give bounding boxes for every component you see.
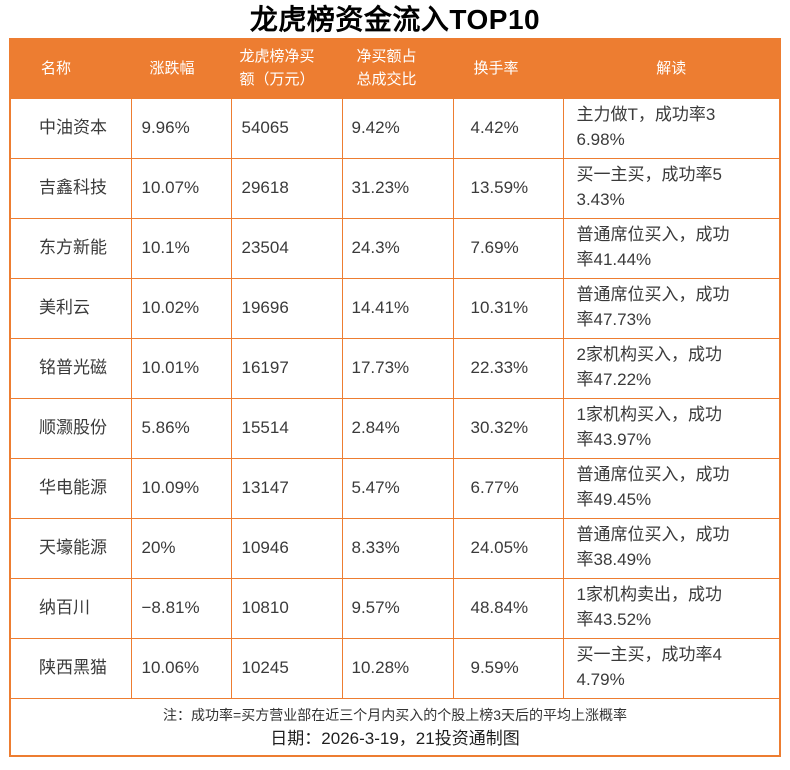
change-pct: 5.86% [130,397,232,459]
change-pct: −8.81% [130,577,232,639]
interpretation: 普通席位买入，成功 率49.45% [562,457,781,519]
net-buy-ratio: 9.42% [341,97,454,159]
net-buy-ratio: 9.57% [341,577,454,639]
footer-cell: 注：成功率=买方营业部在近三个月内买入的个股上榜3天后的平均上涨概率 日期：20… [9,697,781,757]
net-buy-ratio: 10.28% [341,637,454,699]
page-title: 龙虎榜资金流入TOP10 [249,4,541,35]
change-pct: 10.02% [130,277,232,339]
change-pct: 10.07% [130,157,232,219]
turnover-rate: 13.59% [452,157,564,219]
stock-name: 纳百川 [9,577,132,639]
stock-name: 东方新能 [9,217,132,279]
table-body: 中油资本 9.96% 54065 9.42% 4.42% 主力做T，成功率3 6.98% 吉… [9,97,781,699]
turnover-rate: 48.84% [452,577,564,639]
change-pct: 9.96% [130,97,232,159]
table-row: 顺灏股份 5.86% 15514 2.84% 30.32% 1家机构买入，成功 率43.9… [9,397,781,459]
interpretation: 普通席位买入，成功 率38.49% [562,517,781,579]
change-pct: 10.1% [130,217,232,279]
net-buy-amount: 15514 [230,397,343,459]
net-buy-ratio: 2.84% [341,397,454,459]
change-pct: 10.09% [130,457,232,519]
net-buy-ratio: 5.47% [341,457,454,519]
table-row: 陕西黑猫 10.06% 10245 10.28% 9.59% 买一主买，成功率4 4.79… [9,637,781,699]
turnover-rate: 10.31% [452,277,564,339]
stock-name: 吉鑫科技 [9,157,132,219]
table-row: 美利云 10.02% 19696 14.41% 10.31% 普通席位买入，成功 率47.… [9,277,781,339]
table-row: 铭普光磁 10.01% 16197 17.73% 22.33% 2家机构买入，成功 率47… [9,337,781,399]
net-buy-ratio: 17.73% [341,337,454,399]
stock-name: 顺灏股份 [9,397,132,459]
table-row: 中油资本 9.96% 54065 9.42% 4.42% 主力做T，成功率3 6.98% [9,97,781,159]
interpretation: 主力做T，成功率3 6.98% [562,97,781,159]
net-buy-ratio: 8.33% [341,517,454,579]
stock-name: 陕西黑猫 [9,637,132,699]
turnover-rate: 30.32% [452,397,564,459]
top10-table: 名称 涨跌幅 龙虎榜净买 额（万元） 净买额占 总成交比 换手率 解读 中油资本 9.96%… [9,38,781,757]
change-pct: 20% [130,517,232,579]
net-buy-ratio: 31.23% [341,157,454,219]
table-row: 天壕能源 20% 10946 8.33% 24.05% 普通席位买入，成功 率38.49% [9,517,781,579]
net-buy-ratio: 14.41% [341,277,454,339]
net-buy-amount: 10810 [230,577,343,639]
net-buy-amount: 54065 [230,97,343,159]
net-buy-ratio: 24.3% [341,217,454,279]
table-row: 华电能源 10.09% 13147 5.47% 6.77% 普通席位买入，成功 率49.4… [9,457,781,519]
stock-name: 铭普光磁 [9,337,132,399]
column-header-turnover-rate: 换手率 [452,38,564,99]
success-rate-note: 注：成功率=买方营业部在近三个月内买入的个股上榜3天后的平均上涨概率 [163,706,627,723]
stock-name: 中油资本 [9,97,132,159]
turnover-rate: 7.69% [452,217,564,279]
interpretation: 1家机构买入，成功 率43.97% [562,397,781,459]
interpretation: 普通席位买入，成功 率41.44% [562,217,781,279]
column-header-stock-name: 名称 [9,38,132,99]
stock-name: 华电能源 [9,457,132,519]
interpretation: 买一主买，成功率4 4.79% [562,637,781,699]
net-buy-amount: 29618 [230,157,343,219]
net-buy-amount: 13147 [230,457,343,519]
turnover-rate: 24.05% [452,517,564,579]
column-header-interpretation: 解读 [562,38,781,99]
change-pct: 10.06% [130,637,232,699]
stock-name: 天壕能源 [9,517,132,579]
interpretation: 普通席位买入，成功 率47.73% [562,277,781,339]
interpretation: 2家机构买入，成功 率47.22% [562,337,781,399]
turnover-rate: 6.77% [452,457,564,519]
net-buy-amount: 10946 [230,517,343,579]
turnover-rate: 22.33% [452,337,564,399]
change-pct: 10.01% [130,337,232,399]
net-buy-amount: 16197 [230,337,343,399]
table-row: 纳百川 −8.81% 10810 9.57% 48.84% 1家机构卖出，成功 率43.5… [9,577,781,639]
column-header-change-pct: 涨跌幅 [130,38,232,99]
turnover-rate: 9.59% [452,637,564,699]
column-header-net-buy-ratio: 净买额占 总成交比 [341,38,454,99]
stock-name: 美利云 [9,277,132,339]
net-buy-amount: 23504 [230,217,343,279]
table-row: 吉鑫科技 10.07% 29618 31.23% 13.59% 买一主买，成功率5 3.4… [9,157,781,219]
interpretation: 1家机构卖出，成功 率43.52% [562,577,781,639]
interpretation: 买一主买，成功率5 3.43% [562,157,781,219]
turnover-rate: 4.42% [452,97,564,159]
column-header-net-buy-amount: 龙虎榜净买 额（万元） [230,38,343,99]
header-row: 名称 涨跌幅 龙虎榜净买 额（万元） 净买额占 总成交比 换手率 解读 [9,38,781,99]
date-source-line: 日期：2026-3-19，21投资通制图 [270,728,520,748]
footer-row: 注：成功率=买方营业部在近三个月内买入的个股上榜3天后的平均上涨概率 日期：20… [9,697,781,757]
net-buy-amount: 19696 [230,277,343,339]
net-buy-amount: 10245 [230,637,343,699]
table-row: 东方新能 10.1% 23504 24.3% 7.69% 普通席位买入，成功 率41.44… [9,217,781,279]
